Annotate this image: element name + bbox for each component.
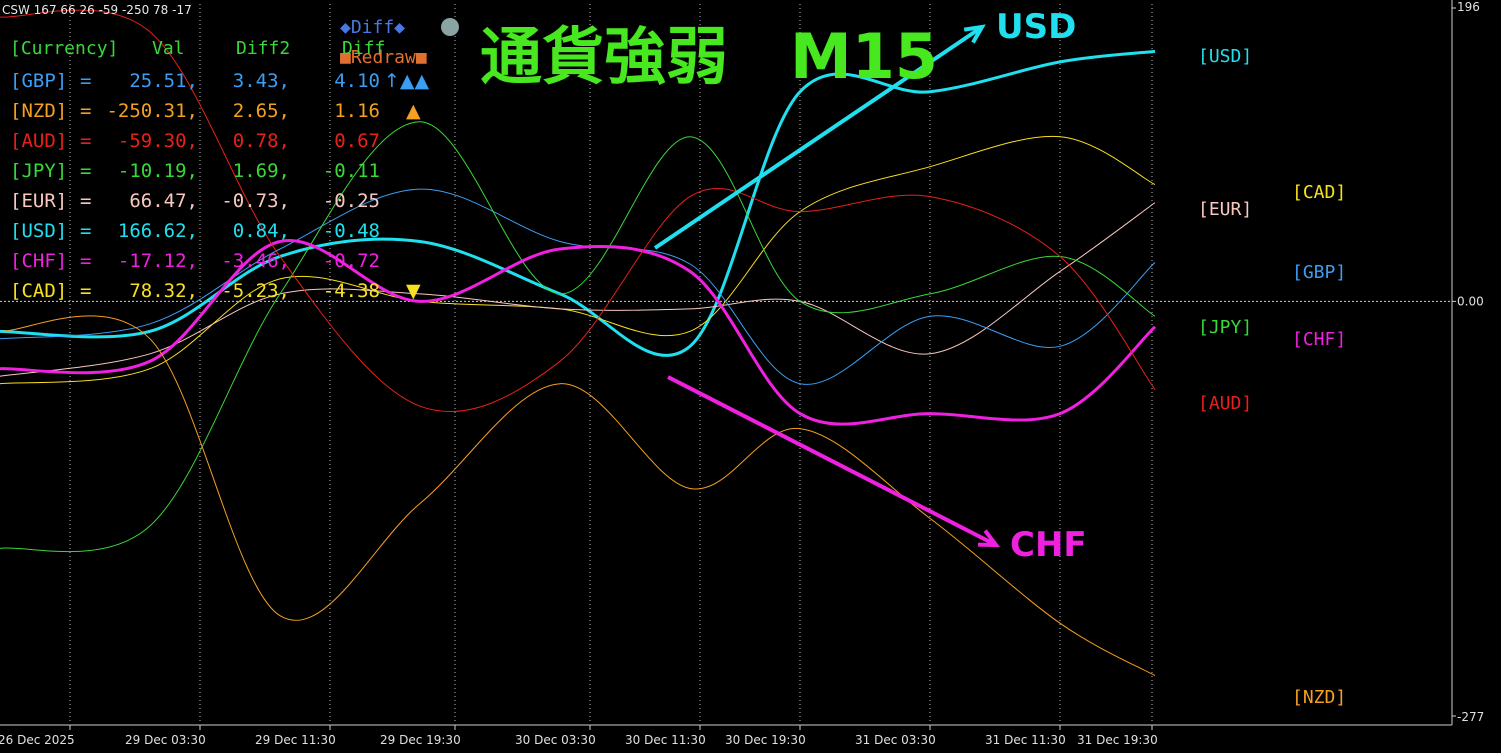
- row-diff2: 2.65,: [233, 100, 290, 122]
- redraw-button[interactable]: ■Redraw■: [340, 47, 427, 68]
- row-currency: [NZD]: [10, 100, 67, 122]
- series-line-chf: [0, 239, 1157, 426]
- row-diff: -0.48: [323, 220, 380, 242]
- row-signal-icon: ↑▲▲: [384, 70, 430, 92]
- row-diff: -0.11: [323, 160, 380, 182]
- row-diff2: 0.84,: [233, 220, 290, 242]
- series-line-eur: [0, 202, 1156, 377]
- row-value: 78.32,: [129, 280, 198, 302]
- row-equals: =: [80, 190, 91, 212]
- row-signal-icon: ▲: [406, 100, 421, 122]
- x-tick-label: 30 Dec 03:30: [515, 733, 596, 747]
- x-tick-label: 26 Dec 2025: [0, 733, 75, 747]
- series-group: [0, 9, 1157, 677]
- series-end-label: [AUD]: [1198, 393, 1252, 414]
- row-diff2: 3.43,: [233, 70, 290, 92]
- diff-toggle-button[interactable]: ◆Diff◆: [340, 17, 405, 38]
- row-diff: -0.25: [323, 190, 380, 212]
- row-value: 66.47,: [129, 190, 198, 212]
- usd-annotation-arrow: [653, 24, 986, 250]
- y-tick-label: 196: [1457, 0, 1480, 14]
- row-currency: [GBP]: [10, 70, 67, 92]
- x-tick-label: 29 Dec 19:30: [380, 733, 461, 747]
- currency-row: [USD] = 166.62, 0.84, -0.48: [10, 220, 380, 242]
- row-signal-icon: ▼: [406, 280, 421, 302]
- series-end-label: [EUR]: [1198, 199, 1252, 220]
- usd-arrow-label: USD: [996, 7, 1076, 47]
- status-circle-icon: [441, 18, 459, 36]
- row-equals: =: [80, 160, 91, 182]
- series-end-label: [USD]: [1198, 46, 1252, 67]
- row-value: -17.12,: [118, 250, 198, 272]
- x-tick-label: 29 Dec 11:30: [255, 733, 336, 747]
- row-diff2: 0.78,: [233, 130, 290, 152]
- panel-column-header: [Currency]: [10, 38, 118, 59]
- row-value: 166.62,: [118, 220, 198, 242]
- indicator-header: CSW 167 66 26 -59 -250 78 -17: [2, 3, 192, 17]
- currency-row: [CAD] = 78.32, -5.23, -4.38 ▼: [10, 280, 421, 302]
- row-diff2: -0.73,: [221, 190, 290, 212]
- panel-column-header: Val: [152, 38, 185, 59]
- x-tick-label: 31 Dec 03:30: [855, 733, 936, 747]
- currency-row: [JPY] = -10.19, 1.69, -0.11: [10, 160, 380, 182]
- row-currency: [AUD]: [10, 130, 67, 152]
- row-equals: =: [80, 220, 91, 242]
- row-diff2: -3.46,: [221, 250, 290, 272]
- currency-row: [EUR] = 66.47, -0.73, -0.25: [10, 190, 380, 212]
- row-diff: 0.67: [334, 130, 380, 152]
- row-equals: =: [80, 250, 91, 272]
- row-currency: [CHF]: [10, 250, 67, 272]
- x-tick-label: 31 Dec 19:30: [1077, 733, 1158, 747]
- series-line-aud: [0, 9, 1156, 413]
- series-line-jpy: [0, 121, 1156, 553]
- row-diff: 1.16: [334, 100, 380, 122]
- series-end-label: [GBP]: [1292, 262, 1346, 283]
- row-value: -250.31,: [106, 100, 198, 122]
- x-tick-label: 29 Dec 03:30: [125, 733, 206, 747]
- row-equals: =: [80, 100, 91, 122]
- row-equals: =: [80, 280, 91, 302]
- series-end-label: [JPY]: [1198, 317, 1252, 338]
- panel-column-header: Diff2: [236, 38, 290, 59]
- row-currency: [USD]: [10, 220, 67, 242]
- row-diff: -0.72: [323, 250, 380, 272]
- series-line-nzd: [0, 315, 1156, 677]
- series-end-label: [NZD]: [1292, 687, 1346, 708]
- row-equals: =: [80, 130, 91, 152]
- currency-row: [AUD] = -59.30, 0.78, 0.67: [10, 130, 380, 152]
- row-currency: [CAD]: [10, 280, 67, 302]
- row-diff: 4.10: [334, 70, 380, 92]
- grid: [0, 4, 1452, 723]
- y-tick-label: 0.00: [1457, 294, 1484, 308]
- annotation-title: 通貨強弱 M15: [480, 20, 938, 93]
- row-diff: -4.38: [323, 280, 380, 302]
- panel-column-header: Diff: [342, 38, 385, 59]
- row-value: -59.30,: [118, 130, 198, 152]
- series-end-label: [CAD]: [1292, 182, 1346, 203]
- row-equals: =: [80, 70, 91, 92]
- row-diff2: -5.23,: [221, 280, 290, 302]
- x-tick-label: 30 Dec 11:30: [625, 733, 706, 747]
- x-tick-label: 31 Dec 11:30: [985, 733, 1066, 747]
- row-value: 25.51,: [129, 70, 198, 92]
- currency-row: [NZD] = -250.31, 2.65, 1.16 ▲: [10, 100, 421, 122]
- row-diff2: 1.69,: [233, 160, 290, 182]
- currency-row: [CHF] = -17.12, -3.46, -0.72: [10, 250, 380, 272]
- series-end-label: [CHF]: [1292, 329, 1346, 350]
- y-tick-label: -277: [1457, 710, 1484, 724]
- currency-row: [GBP] = 25.51, 3.43, 4.10 ↑▲▲: [10, 70, 430, 92]
- row-currency: [EUR]: [10, 190, 67, 212]
- x-tick-label: 30 Dec 19:30: [725, 733, 806, 747]
- chf-arrow-label: CHF: [1010, 525, 1087, 565]
- row-currency: [JPY]: [10, 160, 67, 182]
- series-line-cad: [0, 135, 1156, 385]
- chf-annotation-arrow: [667, 375, 1001, 548]
- row-value: -10.19,: [118, 160, 198, 182]
